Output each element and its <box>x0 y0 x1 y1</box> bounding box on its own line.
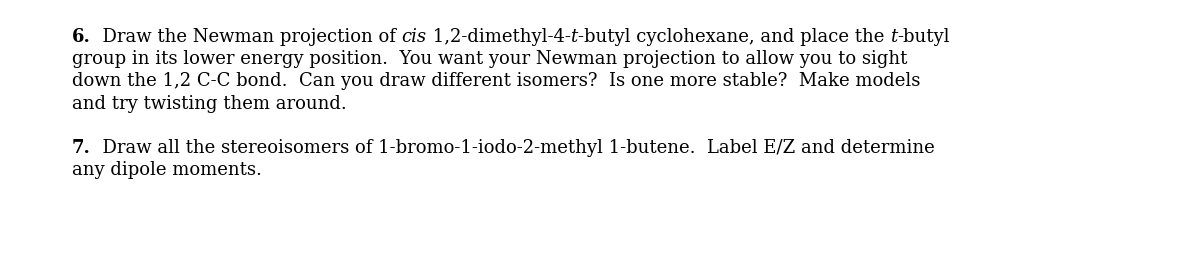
Text: -butyl cyclohexane, and place the: -butyl cyclohexane, and place the <box>577 28 890 46</box>
Text: -butyl: -butyl <box>898 28 949 46</box>
Text: 7.: 7. <box>72 139 91 157</box>
Text: 1,2-dimethyl-4-: 1,2-dimethyl-4- <box>427 28 570 46</box>
Text: 6.: 6. <box>72 28 91 46</box>
Text: t: t <box>890 28 898 46</box>
Text: down the 1,2 C-C bond.  Can you draw different isomers?  Is one more stable?  Ma: down the 1,2 C-C bond. Can you draw diff… <box>72 72 920 90</box>
Text: group in its lower energy position.  You want your Newman projection to allow yo: group in its lower energy position. You … <box>72 50 907 68</box>
Text: Draw the Newman projection of: Draw the Newman projection of <box>91 28 402 46</box>
Text: any dipole moments.: any dipole moments. <box>72 161 262 179</box>
Text: cis: cis <box>402 28 427 46</box>
Text: and try twisting them around.: and try twisting them around. <box>72 95 347 113</box>
Text: t: t <box>570 28 577 46</box>
Text: Draw all the stereoisomers of 1-bromo-1-iodo-2-methyl 1-butene.  Label E/Z and d: Draw all the stereoisomers of 1-bromo-1-… <box>91 139 935 157</box>
